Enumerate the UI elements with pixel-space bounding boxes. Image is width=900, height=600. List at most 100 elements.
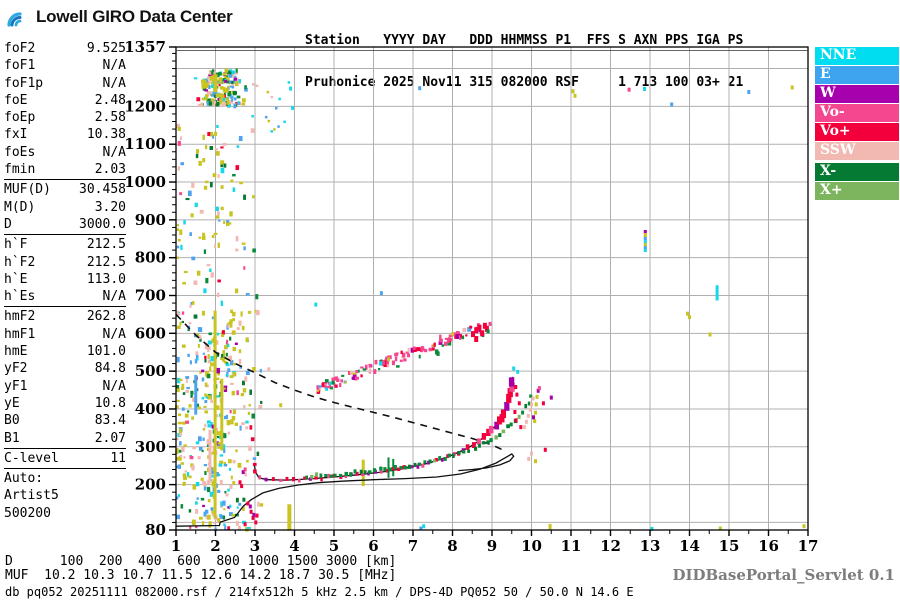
svg-text:1000: 1000 <box>124 173 166 191</box>
svg-text:5: 5 <box>329 537 339 555</box>
parameter-value: 3000.0 <box>79 216 126 232</box>
svg-text:7: 7 <box>408 537 418 555</box>
parameter-row: h`F2 212.5 <box>4 254 126 271</box>
legend-item-ssw: SSW <box>815 142 899 160</box>
svg-text:15: 15 <box>719 537 740 555</box>
parameter-row: foF2 9.525 <box>4 40 126 57</box>
lowell-giro-logo: Lowell GIRO Data Center <box>6 5 233 29</box>
svg-text:800: 800 <box>135 249 166 267</box>
parameter-value: 83.4 <box>94 413 126 429</box>
parameter-value: 2.48 <box>94 92 126 108</box>
svg-text:11: 11 <box>561 537 582 555</box>
parameter-label: h`F <box>4 237 28 253</box>
measurement-info-line: db pq052 20251111 082000.rsf / 214fx512h… <box>5 585 634 599</box>
autoscaling-info-line: Auto: <box>4 471 44 487</box>
logo-title: Lowell GIRO Data Center <box>36 7 233 26</box>
legend-item-x: X- <box>815 163 899 181</box>
svg-text:13: 13 <box>640 537 661 555</box>
parameter-separator <box>4 306 126 308</box>
distance-row: D 100 200 400 600 800 1000 1500 3000 [km… <box>5 554 397 569</box>
svg-text:6: 6 <box>368 537 378 555</box>
parameter-row: yE 10.8 <box>4 395 126 412</box>
parameter-row: C-level 11 <box>4 450 126 467</box>
legend-item-vo: Vo+ <box>815 123 899 141</box>
svg-text:600: 600 <box>135 324 166 342</box>
station-header-columns: Station YYYY DAY DDD HHMMSS P1 FFS S AXN… <box>305 33 744 48</box>
parameter-panel: foF2 9.525 foF1 N/A foF1p N/A foE 2.48 foEp 2.58 f… <box>4 40 126 522</box>
parameter-row: foE 2.48 <box>4 92 126 109</box>
parameter-value: 10.8 <box>94 395 126 411</box>
svg-text:16: 16 <box>758 537 779 555</box>
svg-text:12: 12 <box>600 537 621 555</box>
svg-text:1200: 1200 <box>124 97 166 115</box>
parameter-value: N/A <box>102 75 126 91</box>
legend-item-nne: NNE <box>815 47 899 65</box>
station-header: Station YYYY DAY DDD HHMMSS P1 FFS S AXN… <box>305 6 743 118</box>
parameter-row: yF2 84.8 <box>4 360 126 377</box>
parameter-row: D 3000.0 <box>4 216 126 233</box>
parameter-row: h`E 113.0 <box>4 271 126 288</box>
parameter-value: N/A <box>102 326 126 342</box>
parameter-row: h`F 212.5 <box>4 236 126 253</box>
svg-text:8: 8 <box>447 537 457 555</box>
parameter-value: 84.8 <box>94 361 126 377</box>
parameter-row: MUF(D) 30.458 <box>4 181 126 198</box>
autoscaling-info-line: Artist5 <box>4 488 59 504</box>
muf-row: MUF 10.2 10.3 10.7 11.5 12.6 14.2 18.7 3… <box>5 568 397 583</box>
svg-text:2: 2 <box>210 537 220 555</box>
parameter-value: 2.07 <box>94 430 126 446</box>
parameter-row: fxI 10.38 <box>4 126 126 143</box>
svg-text:900: 900 <box>135 211 166 229</box>
parameter-value: 2.58 <box>94 110 126 126</box>
parameter-row: yF1 N/A <box>4 378 126 395</box>
parameter-row: hmE 101.0 <box>4 343 126 360</box>
parameter-value: N/A <box>102 378 126 394</box>
direction-legend: NNE E W Vo- Vo+ SSW X- X+ <box>815 47 899 201</box>
parameter-label: hmF1 <box>4 326 36 342</box>
svg-text:500: 500 <box>135 362 166 380</box>
parameter-label: MUF(D) <box>4 182 51 198</box>
svg-text:1: 1 <box>171 537 181 555</box>
parameter-separator <box>4 447 126 449</box>
parameter-value: 262.8 <box>86 309 126 325</box>
parameter-label: h`F2 <box>4 254 36 270</box>
svg-text:700: 700 <box>135 286 166 304</box>
parameter-label: yE <box>4 395 20 411</box>
autoscaling-info-line: 500200 <box>4 505 51 521</box>
legend-item-e: E <box>815 66 899 84</box>
parameter-row: hmF2 262.8 <box>4 308 126 325</box>
parameter-row: foEs N/A <box>4 144 126 161</box>
svg-text:4: 4 <box>289 537 299 555</box>
parameter-row: M(D) 3.20 <box>4 199 126 216</box>
svg-text:1100: 1100 <box>124 135 166 153</box>
svg-text:1357: 1357 <box>124 38 166 56</box>
svg-text:14: 14 <box>679 537 700 555</box>
parameter-value: N/A <box>102 58 126 74</box>
legend-item-vo: Vo- <box>815 104 899 122</box>
parameter-label: hmF2 <box>4 309 36 325</box>
parameter-label: h`E <box>4 271 28 287</box>
svg-text:17: 17 <box>798 537 819 555</box>
svg-text:300: 300 <box>135 438 166 456</box>
parameter-value: 2.03 <box>94 162 126 178</box>
parameter-label: C-level <box>4 450 59 466</box>
svg-text:9: 9 <box>487 537 497 555</box>
parameter-value: 9.525 <box>86 41 126 56</box>
parameter-separator <box>4 234 126 236</box>
parameter-label: yF2 <box>4 361 28 377</box>
parameter-row: fmin 2.03 <box>4 161 126 178</box>
parameter-label: fmin <box>4 162 36 178</box>
parameter-label: foEp <box>4 110 36 126</box>
parameter-label: h`Es <box>4 289 36 305</box>
legend-item-x: X+ <box>815 182 899 200</box>
parameter-label: B1 <box>4 430 20 446</box>
parameter-value: 212.5 <box>86 254 126 270</box>
station-header-values: Pruhonice 2025 Nov11 315 082000 RSF 1 71… <box>305 75 744 90</box>
parameter-label: foF2 <box>4 41 36 56</box>
parameter-value: 3.20 <box>94 199 126 215</box>
parameter-separator <box>4 179 126 181</box>
parameter-label: B0 <box>4 413 20 429</box>
parameter-row: h`Es N/A <box>4 288 126 305</box>
giro-wave-icon <box>7 12 22 27</box>
svg-text:10: 10 <box>521 537 542 555</box>
